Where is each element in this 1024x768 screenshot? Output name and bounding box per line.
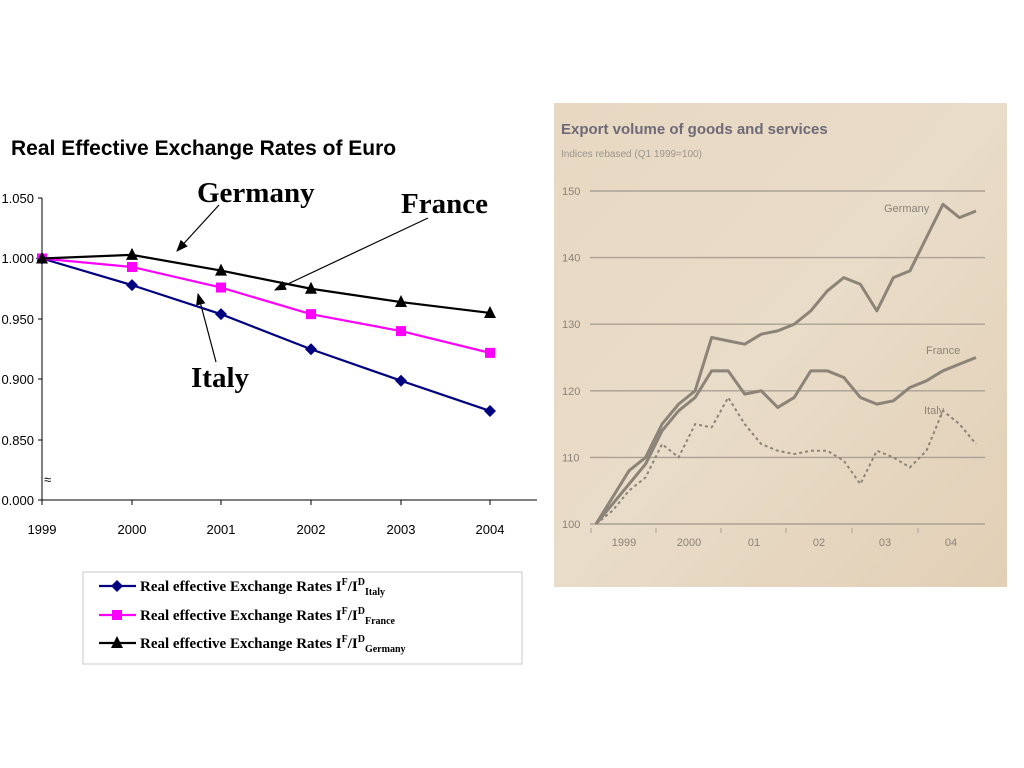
x-tick-labels: 1999 2000 2001 2002 2003 2004 <box>28 522 505 537</box>
photo-series-france <box>594 356 977 525</box>
photo-x-tick-labels: 1999 2000 01 02 03 04 <box>590 528 957 549</box>
y-tick-label: 0.000 <box>1 493 34 508</box>
axis-break-mark: ≈ <box>44 472 51 487</box>
data-point <box>216 282 226 293</box>
series-line <box>41 257 491 354</box>
series-germany <box>36 247 496 318</box>
arrow-germany <box>176 204 220 252</box>
chart-title: Real Effective Exchange Rates of Euro <box>11 137 396 160</box>
y-tick-label: 0.900 <box>1 372 34 387</box>
data-point <box>36 251 48 264</box>
photo-label-france: France <box>926 345 960 357</box>
photo-x-tick-label: 01 <box>748 537 760 549</box>
exchange-rate-chart: Real Effective Exchange Rates of Euro ≈ … <box>1 137 537 665</box>
legend-label: Real effective Exchange Rates IF/IDGerma… <box>140 634 406 655</box>
legend-marker <box>112 610 122 620</box>
data-point <box>396 326 406 337</box>
chart-legend: Real effective Exchange Rates IF/IDItaly… <box>82 571 523 665</box>
photo-chart-subtitle: Indices rebased (Q1 1999=100) <box>561 149 702 160</box>
photo-y-tick-label: 100 <box>562 519 580 531</box>
legend-item-france: Real effective Exchange Rates IF/IDFranc… <box>99 606 396 627</box>
photo-y-tick-label: 130 <box>562 319 580 331</box>
photo-x-tick-label: 2000 <box>677 537 701 549</box>
series-line <box>41 253 491 315</box>
x-tick-label: 2004 <box>476 522 505 537</box>
photo-x-tick-label: 03 <box>879 537 891 549</box>
legend-marker <box>111 636 123 648</box>
photo-x-tick-label: 1999 <box>612 537 636 549</box>
chart-series <box>36 247 496 417</box>
photo-label-italy: Italy <box>924 405 945 417</box>
export-volume-chart: Export volume of goods and services Indi… <box>554 103 1007 587</box>
arrow-italy <box>196 292 217 363</box>
x-tick-label: 2001 <box>207 522 236 537</box>
data-point <box>306 309 316 320</box>
chart-axes: ≈ <box>38 197 537 505</box>
legend-label: Real effective Exchange Rates IF/IDFranc… <box>140 606 396 627</box>
y-tick-label: 0.950 <box>1 312 34 327</box>
photo-chart-title: Export volume of goods and services <box>561 121 828 138</box>
legend-label: Real effective Exchange Rates IF/IDItaly <box>140 577 385 598</box>
series-line <box>41 257 491 413</box>
photo-x-tick-label: 02 <box>813 537 825 549</box>
series-italy <box>36 252 496 417</box>
x-tick-label: 2002 <box>297 522 326 537</box>
x-tick-label: 2000 <box>118 522 147 537</box>
annotation-germany: Germany <box>197 177 315 209</box>
photo-background <box>554 103 1007 587</box>
legend-item-germany: Real effective Exchange Rates IF/IDGerma… <box>99 634 406 655</box>
data-point <box>305 281 317 294</box>
legend-marker <box>111 580 123 592</box>
x-tick-label: 2003 <box>387 522 416 537</box>
legend-item-italy: Real effective Exchange Rates IF/IDItaly <box>99 577 385 598</box>
data-point <box>485 347 495 358</box>
photo-label-germany: Germany <box>884 203 930 215</box>
data-point <box>395 374 407 387</box>
arrow-france <box>273 217 429 291</box>
photo-y-tick-labels: 150 140 130 120 110 100 <box>562 186 580 531</box>
data-point <box>484 404 496 417</box>
data-point <box>126 247 138 260</box>
data-point <box>215 308 227 321</box>
photo-x-tick-label: 04 <box>945 537 957 549</box>
y-tick-labels: 1.050 1.000 0.950 0.900 0.850 0.000 <box>1 191 34 508</box>
y-tick-label: 1.000 <box>1 251 34 266</box>
photo-y-tick-label: 110 <box>562 452 580 464</box>
photo-y-tick-label: 140 <box>562 253 580 265</box>
data-point <box>395 295 407 308</box>
data-point <box>305 343 317 356</box>
photo-series <box>594 202 977 525</box>
data-point <box>127 261 137 272</box>
annotation-italy: Italy <box>191 362 250 394</box>
annotation-france: France <box>401 188 488 220</box>
photo-y-tick-label: 120 <box>562 386 580 398</box>
photo-series-germany <box>594 202 977 525</box>
photo-y-tick-label: 150 <box>562 186 580 198</box>
data-point <box>484 305 496 318</box>
data-point <box>126 279 138 292</box>
y-tick-label: 1.050 <box>1 191 34 206</box>
data-point <box>215 263 227 276</box>
y-tick-label: 0.850 <box>1 433 34 448</box>
x-tick-label: 1999 <box>28 522 57 537</box>
series-annotations: Germany France Italy <box>176 177 488 394</box>
